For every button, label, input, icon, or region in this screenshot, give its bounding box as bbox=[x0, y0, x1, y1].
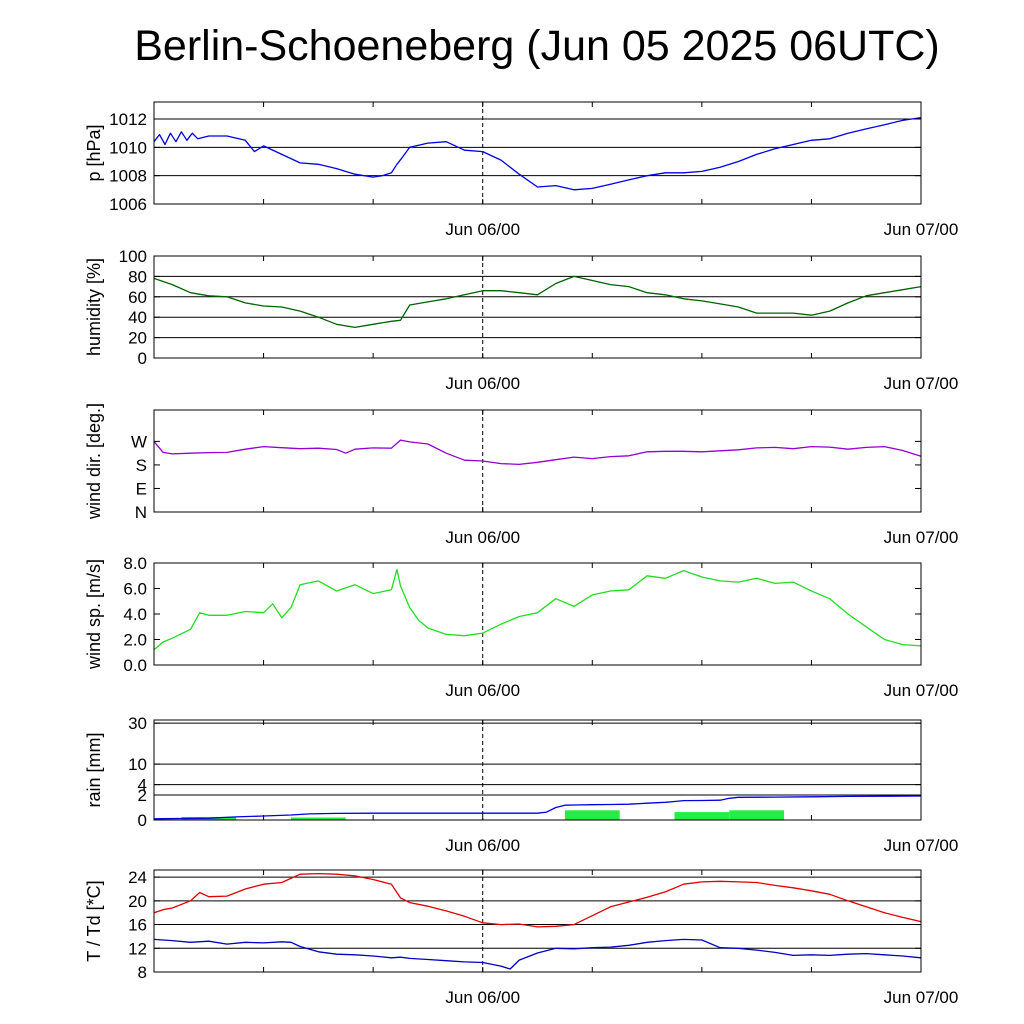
pressure-series-0 bbox=[153, 116, 922, 191]
wind_speed-ylabel: wind sp. [m/s] bbox=[84, 559, 104, 670]
humidity-ylabel: humidity [%] bbox=[84, 258, 104, 356]
temperature-ytick-label-0: 8 bbox=[138, 963, 147, 982]
rain-ytick-label-3: 10 bbox=[128, 755, 147, 774]
pressure-ytick-label-3: 1012 bbox=[109, 110, 147, 129]
wind_speed-panel: 0.0 2.0 4.0 6.0 8.0 Jun 06/00 Jun 07/00 wind sp… bbox=[84, 554, 958, 700]
wind_speed-ytick-label-2: 4.0 bbox=[123, 605, 147, 624]
wind_dir-ytick-label-3: W bbox=[131, 432, 147, 451]
humidity-xtick-label-1: Jun 07/00 bbox=[884, 374, 959, 393]
wind_dir-ytick-label-2: S bbox=[136, 456, 147, 475]
wind_speed-ytick-label-1: 2.0 bbox=[123, 631, 147, 650]
temperature-ytick-label-1: 12 bbox=[128, 939, 147, 958]
rain-bar-1 bbox=[290, 817, 346, 820]
pressure-frame bbox=[153, 101, 922, 205]
temperature-ytick-label-2: 16 bbox=[128, 916, 147, 935]
humidity-ytick-label-3: 60 bbox=[128, 288, 147, 307]
humidity-ytick-label-5: 100 bbox=[119, 247, 147, 266]
pressure-ytick-label-1: 1008 bbox=[109, 167, 147, 186]
wind_dir-series-0 bbox=[153, 439, 922, 466]
humidity-ytick-label-4: 80 bbox=[128, 267, 147, 286]
temperature-xtick-label-0: Jun 06/00 bbox=[445, 988, 520, 1007]
rain-ytick-label-1: 2 bbox=[138, 786, 147, 805]
temperature-xtick-label-1: Jun 07/00 bbox=[884, 988, 959, 1007]
wind_dir-ylabel: wind dir. [deg.] bbox=[84, 403, 104, 520]
rain-xtick-label-0: Jun 06/00 bbox=[445, 836, 520, 855]
wind_speed-xtick-label-1: Jun 07/00 bbox=[884, 681, 959, 700]
temperature-ytick-label-3: 20 bbox=[128, 892, 147, 911]
pressure-ylabel: p [hPa] bbox=[84, 124, 104, 181]
humidity-frame bbox=[153, 255, 922, 359]
wind_speed-frame bbox=[153, 562, 922, 666]
humidity-ytick-label-0: 0 bbox=[138, 349, 147, 368]
wind_speed-series-0 bbox=[153, 568, 922, 651]
rain-ylabel: rain [mm] bbox=[84, 732, 104, 807]
humidity-xtick-label-0: Jun 06/00 bbox=[445, 374, 520, 393]
humidity-ytick-label-1: 20 bbox=[128, 329, 147, 348]
temperature-series-1 bbox=[153, 938, 922, 970]
pressure-ytick-label-2: 1010 bbox=[109, 138, 147, 157]
wind_speed-ytick-label-0: 0.0 bbox=[123, 656, 147, 675]
humidity-series-0 bbox=[153, 275, 922, 329]
rain-panel: 0 24 10 30 Jun 06/00 Jun 07/00 rain [mm] bbox=[84, 714, 958, 855]
rain-series-0 bbox=[153, 795, 922, 820]
temperature-frame bbox=[153, 869, 922, 973]
rain-ytick-label-0: 0 bbox=[138, 811, 147, 830]
pressure-xtick-label-1: Jun 07/00 bbox=[884, 220, 959, 239]
temperature-ylabel: T / Td [*C] bbox=[84, 880, 104, 961]
wind_dir-frame bbox=[153, 409, 922, 513]
rain-ytick-label-2: 4 bbox=[138, 776, 147, 795]
temperature-series-0 bbox=[153, 872, 922, 928]
wind_speed-ytick-label-4: 8.0 bbox=[123, 554, 147, 573]
pressure-panel: 1006 1008 1010 1012 Jun 06/00 Jun 07/00 p [hPa… bbox=[84, 101, 959, 239]
rain-bar-4 bbox=[729, 810, 785, 820]
wind_speed-xtick-label-0: Jun 06/00 bbox=[445, 681, 520, 700]
temperature-ytick-label-4: 24 bbox=[128, 868, 147, 887]
pressure-xtick-label-0: Jun 06/00 bbox=[445, 220, 520, 239]
wind_dir-ytick-label-1: E bbox=[136, 479, 147, 498]
wind_dir-xtick-label-0: Jun 06/00 bbox=[445, 528, 520, 547]
wind_speed-ytick-label-3: 6.0 bbox=[123, 580, 147, 599]
rain-xtick-label-1: Jun 07/00 bbox=[884, 836, 959, 855]
page-title: Berlin-Schoeneberg (Jun 05 2025 06UTC) bbox=[134, 22, 940, 70]
rain-frame bbox=[153, 719, 922, 821]
wind_dir-xtick-label-1: Jun 07/00 bbox=[884, 528, 959, 547]
rain-ytick-label-4: 30 bbox=[128, 714, 147, 733]
wind_dir-ytick-label-0: N bbox=[135, 503, 147, 522]
temperature-panel: 8 12 16 20 24 Jun 06/00 Jun 07/00 T / Td [*C] bbox=[84, 868, 958, 1007]
humidity-ytick-label-2: 40 bbox=[128, 308, 147, 327]
rain-bar-2 bbox=[564, 810, 620, 820]
rain-bar-3 bbox=[674, 812, 730, 820]
pressure-ytick-label-0: 1006 bbox=[109, 195, 147, 214]
